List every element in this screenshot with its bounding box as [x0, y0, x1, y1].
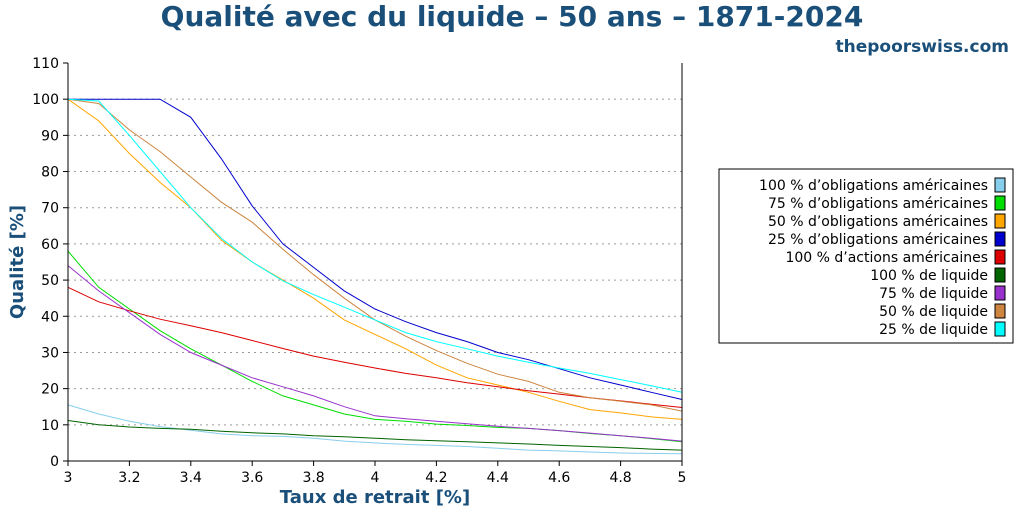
legend-label: 75 % de liquide — [879, 286, 988, 302]
x-tick-label: 5 — [678, 470, 687, 486]
legend-box — [718, 168, 1014, 344]
series-lines — [67, 98, 683, 455]
y-tick-label: 70 — [41, 201, 59, 217]
y-tick-label: 50 — [41, 273, 59, 289]
y-tick-label: 40 — [41, 309, 59, 325]
series-line — [67, 98, 683, 412]
legend-swatch — [994, 195, 1006, 211]
x-tick-label: 3 — [64, 470, 73, 486]
x-tick-label: 3.2 — [118, 470, 140, 486]
series-line — [67, 98, 683, 393]
legend-swatch — [994, 303, 1006, 319]
legend-label: 100 % de liquide — [870, 268, 988, 284]
x-tick-label: 4.4 — [487, 470, 509, 486]
series-line — [67, 98, 683, 420]
series-line — [67, 265, 683, 442]
x-axis-label: Taux de retrait [%] — [280, 487, 470, 508]
tick-labels: 0 10 20 30 40 50 60 70 80 90 100 110 3 3.2 3.4 3.6 3.8 4 4… — [32, 56, 686, 486]
y-tick-label: 60 — [41, 237, 59, 253]
y-tick-label: 10 — [41, 418, 59, 434]
y-tick-label: 80 — [41, 165, 59, 181]
legend-label: 100 % d’actions américaines — [785, 250, 988, 266]
legend-label: 25 % d’obligations américaines — [768, 232, 988, 248]
legend-swatch — [994, 213, 1006, 229]
series-line — [67, 286, 683, 408]
legend-swatch — [994, 249, 1006, 265]
legend-swatch — [994, 177, 1006, 193]
legend-label: 25 % de liquide — [879, 322, 988, 338]
y-tick-label: 110 — [32, 56, 59, 72]
series-line — [68, 98, 683, 400]
x-tick-label: 4 — [371, 470, 380, 486]
x-tick-label: 4.6 — [548, 470, 570, 486]
legend-label: 50 % de liquide — [879, 304, 988, 320]
y-tick-label: 90 — [41, 128, 59, 144]
legend: 100 % d’obligations américaines 75 % d’ob… — [718, 168, 1014, 344]
legend-swatch — [994, 231, 1006, 247]
x-tick-label: 4.2 — [425, 470, 447, 486]
legend-swatch — [994, 285, 1006, 301]
legend-swatch — [994, 321, 1006, 337]
y-tick-label: 30 — [41, 345, 59, 361]
x-tick-label: 3.6 — [241, 470, 263, 486]
series-line — [67, 404, 683, 455]
grid — [68, 98, 682, 426]
legend-swatch — [994, 267, 1006, 283]
y-tick-label: 100 — [32, 92, 59, 108]
legend-label: 50 % d’obligations américaines — [768, 214, 988, 230]
axes — [63, 62, 683, 466]
chart-title: Qualité avec du liquide – 50 ans – 1871-… — [161, 0, 864, 33]
y-tick-label: 0 — [50, 454, 59, 470]
site-name: thepoorswiss.com — [836, 37, 1010, 57]
x-tick-label: 4.8 — [609, 470, 631, 486]
legend-label: 75 % d’obligations américaines — [768, 196, 988, 212]
y-tick-label: 20 — [41, 382, 59, 398]
y-axis-label: Qualité [%] — [7, 205, 28, 319]
x-tick-label: 3.4 — [180, 470, 202, 486]
series-line — [67, 420, 683, 451]
legend-label: 100 % d’obligations américaines — [759, 178, 988, 194]
x-tick-label: 3.8 — [302, 470, 324, 486]
